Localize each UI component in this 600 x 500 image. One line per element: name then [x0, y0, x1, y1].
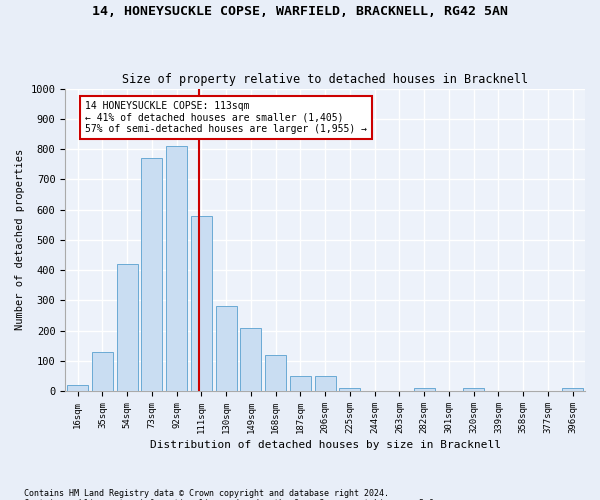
Text: Contains public sector information licensed under the Open Government Licence v3: Contains public sector information licen…	[24, 498, 439, 500]
Bar	[191, 216, 212, 391]
Bar	[241, 328, 262, 391]
Title: Size of property relative to detached houses in Bracknell: Size of property relative to detached ho…	[122, 73, 528, 86]
Bar	[215, 306, 236, 391]
Bar	[340, 388, 361, 391]
Bar	[116, 264, 137, 391]
Bar	[463, 388, 484, 391]
Bar	[265, 355, 286, 391]
Text: 14, HONEYSUCKLE COPSE, WARFIELD, BRACKNELL, RG42 5AN: 14, HONEYSUCKLE COPSE, WARFIELD, BRACKNE…	[92, 5, 508, 18]
X-axis label: Distribution of detached houses by size in Bracknell: Distribution of detached houses by size …	[149, 440, 500, 450]
Bar	[142, 158, 163, 391]
Text: 14 HONEYSUCKLE COPSE: 113sqm
← 41% of detached houses are smaller (1,405)
57% of: 14 HONEYSUCKLE COPSE: 113sqm ← 41% of de…	[85, 100, 367, 134]
Y-axis label: Number of detached properties: Number of detached properties	[15, 149, 25, 330]
Bar	[290, 376, 311, 391]
Bar	[92, 352, 113, 391]
Bar	[314, 376, 335, 391]
Bar	[166, 146, 187, 391]
Bar	[562, 388, 583, 391]
Bar	[67, 385, 88, 391]
Text: Contains HM Land Registry data © Crown copyright and database right 2024.: Contains HM Land Registry data © Crown c…	[24, 488, 389, 498]
Bar	[413, 388, 434, 391]
